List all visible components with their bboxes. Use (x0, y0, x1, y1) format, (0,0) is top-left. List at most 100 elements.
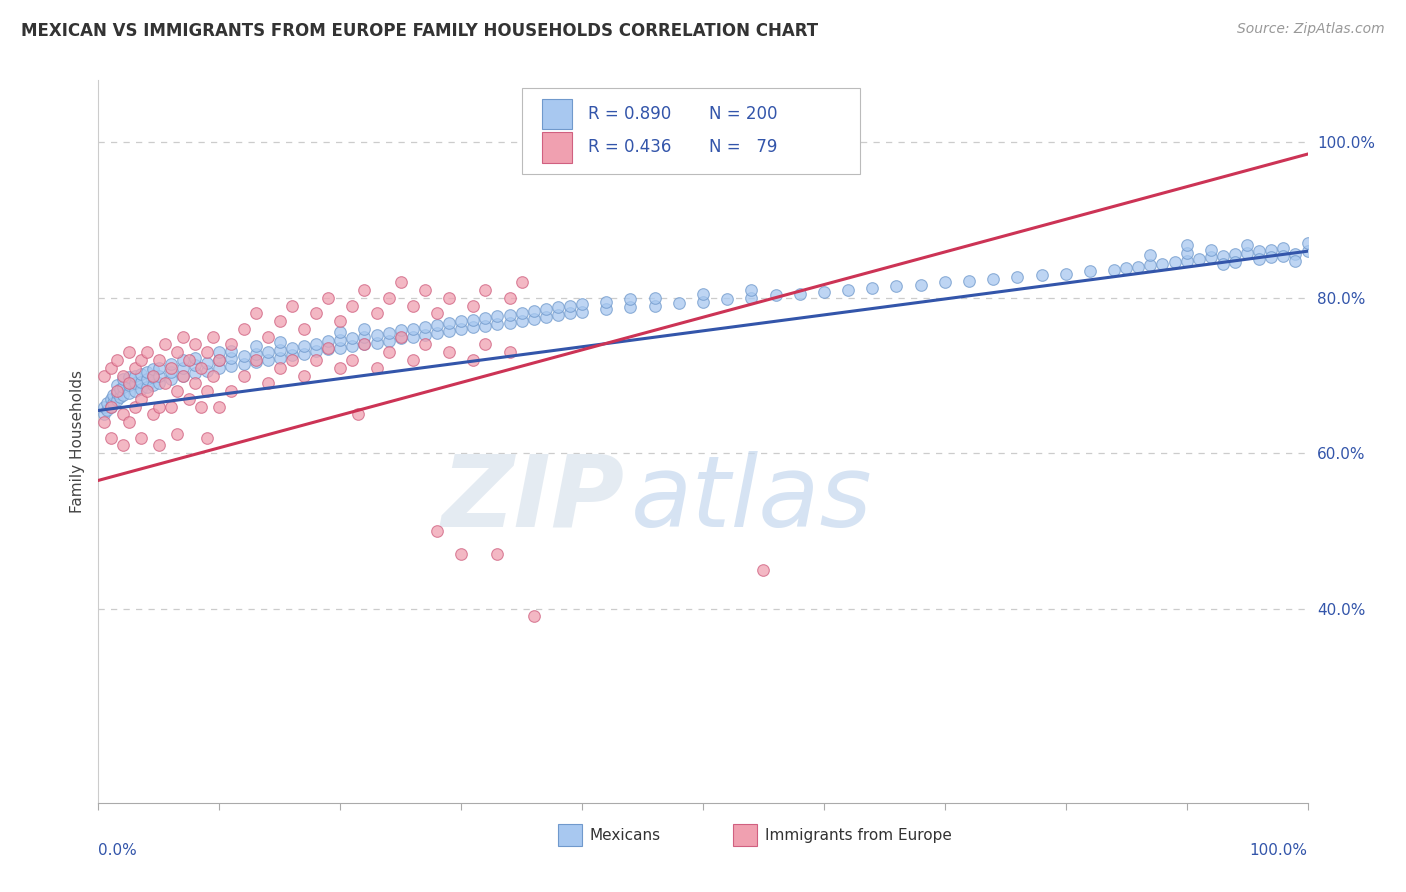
Point (172, 360, 194, 375)
Point (1007, 269, 1029, 284)
Point (93, 415, 115, 429)
Point (1152, 257, 1174, 271)
Point (498, 345, 520, 359)
Point (232, 368, 254, 383)
Point (692, 287, 714, 301)
Point (105, 393, 128, 408)
Point (269, 335, 291, 350)
Point (1115, 261, 1137, 276)
Point (474, 337, 496, 351)
Point (142, 408, 165, 422)
Point (256, 329, 278, 343)
Point (366, 335, 388, 350)
Point (305, 306, 328, 320)
Point (534, 310, 557, 325)
Point (1272, 249, 1295, 263)
Point (108, 383, 131, 397)
Point (190, 360, 212, 375)
Point (221, 359, 243, 374)
Text: Mexicans: Mexicans (589, 828, 661, 843)
Point (281, 353, 304, 368)
Point (111, 438, 134, 452)
Point (100, 392, 122, 406)
Point (142, 377, 165, 392)
Point (377, 345, 399, 359)
Point (463, 353, 485, 368)
Point (523, 609, 546, 624)
Point (463, 299, 485, 313)
Point (377, 334, 399, 348)
Point (595, 294, 617, 309)
Point (105, 377, 128, 392)
Point (148, 400, 170, 414)
Point (256, 353, 278, 368)
Point (232, 322, 254, 336)
Point (245, 339, 267, 353)
Point (148, 438, 170, 452)
Point (153, 337, 176, 351)
Point (789, 287, 811, 301)
Point (957, 274, 980, 288)
Point (184, 337, 207, 351)
Point (486, 547, 509, 561)
Point (93, 368, 115, 383)
Point (148, 360, 170, 375)
Text: R = 0.890: R = 0.890 (588, 105, 672, 123)
Point (813, 285, 835, 299)
Point (96, 395, 118, 409)
FancyBboxPatch shape (734, 824, 758, 847)
Point (595, 302, 617, 317)
Point (426, 524, 449, 538)
Point (1175, 253, 1198, 268)
Point (1260, 243, 1282, 257)
Point (96, 403, 118, 417)
Point (281, 299, 304, 313)
Point (1212, 257, 1234, 271)
Point (316, 334, 339, 349)
Point (93, 408, 115, 422)
Point (135, 345, 157, 359)
Point (498, 291, 520, 305)
Point (101, 388, 124, 402)
Point (571, 305, 593, 319)
Point (1296, 236, 1319, 251)
Point (547, 300, 569, 314)
Point (558, 299, 581, 313)
Point (366, 306, 388, 320)
Point (129, 375, 152, 389)
Point (129, 431, 152, 445)
Point (160, 400, 183, 414)
Point (498, 308, 520, 322)
Point (221, 343, 243, 358)
Point (256, 376, 278, 391)
Point (124, 400, 146, 414)
Point (402, 353, 425, 368)
Point (413, 337, 436, 351)
Point (426, 318, 449, 332)
Point (547, 308, 569, 322)
Point (1199, 243, 1222, 257)
Point (105, 353, 128, 368)
Point (245, 354, 267, 368)
Point (886, 279, 908, 293)
Point (1236, 245, 1258, 260)
Point (353, 337, 375, 351)
Point (571, 297, 593, 311)
Point (245, 306, 267, 320)
Point (437, 324, 460, 338)
Point (910, 277, 932, 292)
Point (135, 372, 157, 386)
Point (135, 365, 157, 379)
Point (129, 367, 152, 381)
Point (510, 314, 533, 328)
Point (148, 353, 170, 368)
Point (118, 385, 141, 400)
Point (450, 547, 472, 561)
Point (142, 370, 165, 384)
Point (111, 380, 134, 394)
Point (389, 331, 412, 345)
Point (510, 275, 533, 289)
Point (402, 329, 425, 343)
Point (111, 372, 134, 386)
Point (208, 353, 231, 368)
